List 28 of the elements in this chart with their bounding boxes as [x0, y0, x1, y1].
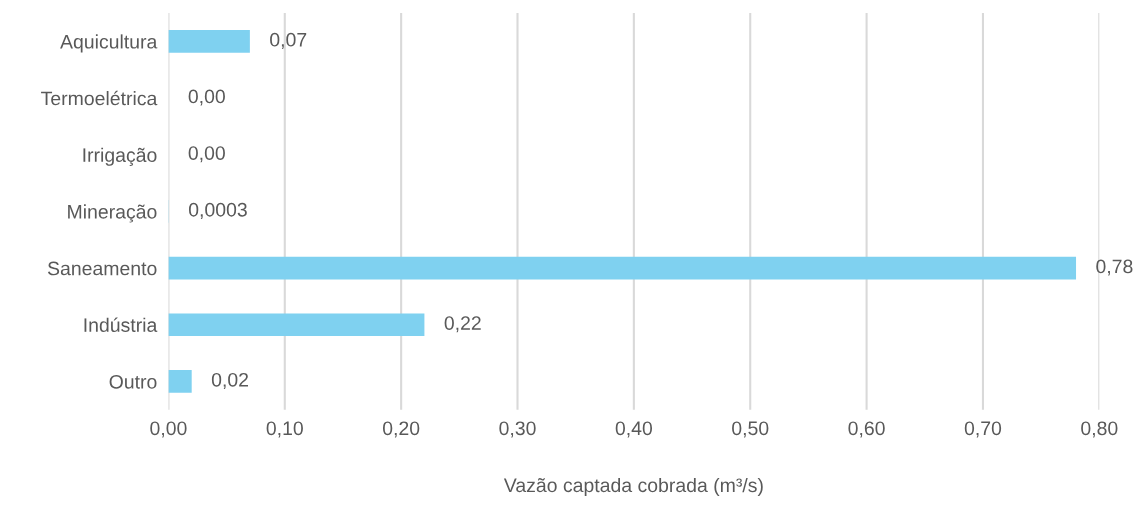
- data-label: 0,02: [211, 372, 249, 389]
- data-label: 0,07: [270, 32, 307, 49]
- y-tick-label: Termoelétrica: [41, 90, 158, 106]
- data-label: 0,00: [188, 146, 225, 163]
- bar: [168, 256, 1077, 280]
- x-tick-label: 0,60: [848, 421, 885, 438]
- x-axis-title: Vazão captada cobrada (m³/s): [503, 477, 763, 497]
- bar: [168, 313, 425, 337]
- bar: [168, 30, 250, 53]
- y-tick-label: Indústria: [84, 317, 158, 332]
- y-tick-label: Saneamento: [47, 261, 157, 276]
- y-tick-label: Outro: [109, 374, 157, 389]
- data-label: 0,22: [444, 316, 481, 333]
- data-label: 0,00: [188, 89, 225, 106]
- y-tick-label: Irrigação: [83, 147, 157, 166]
- x-tick-label: 0,10: [266, 421, 303, 438]
- x-tick-label: 0,70: [964, 421, 1002, 438]
- x-tick-label: 0,20: [382, 421, 420, 438]
- x-tick-label: 0,40: [615, 421, 653, 438]
- y-tick-label: Aquicultura: [60, 34, 158, 53]
- x-tick-label: 0,80: [1081, 421, 1118, 438]
- data-label: 0,0003: [188, 202, 247, 219]
- x-tick-label: 0,30: [499, 421, 536, 438]
- data-label: 0,78: [1096, 259, 1133, 276]
- x-tick-label: 0,00: [150, 421, 187, 438]
- x-tick-label: 0,50: [732, 421, 769, 438]
- bar: [168, 370, 192, 393]
- y-tick-label: Mineração: [68, 204, 157, 223]
